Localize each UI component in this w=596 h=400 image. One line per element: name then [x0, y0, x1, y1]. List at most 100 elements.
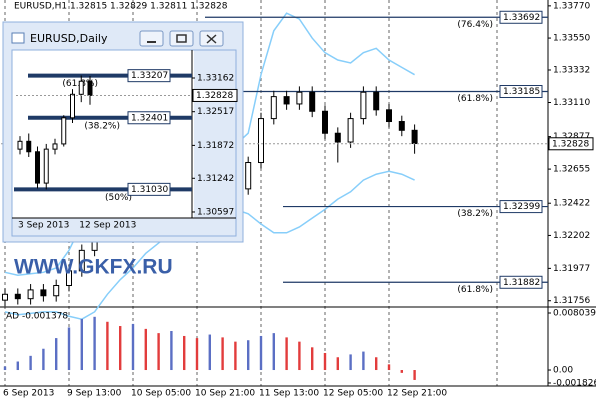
ad-bar — [336, 357, 339, 371]
candle-body — [258, 118, 264, 164]
y-tick-label: 1.33162 — [197, 74, 234, 84]
last-price: 1.32828 — [196, 91, 233, 101]
candle-body — [283, 96, 290, 105]
level-price: 1.31030 — [131, 185, 168, 195]
candle-body — [53, 285, 60, 297]
price-box — [499, 200, 543, 214]
window-inner-border — [11, 49, 237, 237]
candle-body — [270, 96, 277, 120]
ad-bar — [387, 364, 391, 371]
y-tick-label: 1.31872 — [197, 141, 234, 151]
y-tick-label: 0.008039 — [553, 308, 596, 318]
price-box — [127, 111, 171, 125]
candle-body — [26, 140, 32, 153]
candle-body — [373, 91, 380, 111]
y-tick-label: 1.32517 — [197, 107, 234, 117]
fib-label: (38.2%) — [84, 121, 120, 131]
maximize-button[interactable] — [169, 30, 194, 47]
last-price-box — [548, 137, 594, 151]
candle-body — [70, 93, 75, 119]
y-tick-label: 1.32655 — [553, 165, 590, 175]
x-tick-label: 10 Sep 05:00 — [131, 389, 191, 399]
candle-body — [52, 143, 58, 150]
level-price: 1.31882 — [503, 278, 540, 288]
y-tick-label: 1.31756 — [553, 296, 590, 306]
minimize-button[interactable] — [139, 30, 164, 47]
fib-label: (76.4%) — [457, 20, 493, 30]
y-tick-label: 1.33770 — [553, 1, 590, 11]
fib-label: (50%) — [105, 193, 132, 203]
close-icon — [206, 34, 217, 44]
chart-title: EURUSD,H1 1.32815 1.32829 1.32811 1.3282… — [14, 2, 228, 12]
ad-bar — [106, 321, 109, 371]
window-plot: 1.331621.325171.318721.312421.30597(61.8… — [14, 69, 238, 231]
last-price-box — [192, 88, 238, 102]
ad-bar — [42, 348, 45, 371]
ad-bar — [234, 341, 237, 371]
candle-body — [347, 118, 354, 143]
daily-window[interactable]: EURUSD,Daily 1.33162 1.32517 1.31872 1.3124… — [2, 21, 244, 243]
maximize-icon — [176, 34, 187, 43]
y-tick-label: 1.33332 — [553, 65, 590, 75]
ad-bar — [221, 337, 224, 371]
ad-bar — [259, 335, 263, 371]
candle-body — [27, 289, 34, 300]
fib-label: (38.2%) — [457, 209, 493, 219]
y-tick-label: 1.31977 — [553, 264, 590, 274]
ad-bar — [247, 340, 250, 371]
y-tick-label: 1.31242 — [197, 174, 234, 184]
y-tick-label: 1.32422 — [553, 199, 590, 209]
ad-bar — [349, 354, 352, 371]
price-box — [127, 69, 171, 83]
indicator-title: AD -0.001378 — [6, 312, 68, 322]
candle-body — [398, 121, 405, 131]
level-price: 1.32401 — [131, 113, 168, 123]
y-tick-label: 1.32877 — [553, 132, 590, 142]
ad-bar — [16, 361, 19, 371]
x-tick-label: 10 Sep 21:00 — [195, 389, 255, 399]
candle-body — [40, 289, 47, 297]
candle-body — [322, 110, 328, 134]
ad-bar — [131, 323, 135, 371]
candle-body — [78, 80, 84, 95]
candle-body — [43, 148, 49, 184]
ad-bar — [55, 338, 58, 371]
ad-bar — [413, 370, 416, 380]
price-box — [127, 182, 171, 196]
candle-body — [14, 293, 21, 300]
candle-body — [78, 249, 85, 272]
candle-body — [386, 109, 392, 123]
fib-label: (61.8%) — [457, 285, 493, 295]
x-tick-label: 9 Sep 13:00 — [67, 389, 122, 399]
ad-bar — [144, 328, 147, 371]
candle-body — [245, 162, 252, 190]
x-tick-label: 12 Sep 05:00 — [323, 389, 383, 399]
x-tick-label: 3 Sep 2013 — [18, 221, 69, 231]
ad-bar — [298, 341, 301, 371]
ad-bar — [362, 351, 365, 371]
candle-body — [35, 151, 40, 184]
ad-bar — [80, 318, 83, 371]
ad-bar — [183, 335, 186, 371]
ad-plot: 0.008039 0.00 -0.001826 — [3, 308, 596, 388]
price-box — [499, 275, 543, 289]
candle-body — [2, 293, 8, 301]
level-price: 1.32399 — [503, 202, 540, 212]
y-tick-label: 1.33110 — [553, 98, 590, 108]
ad-bar — [93, 316, 96, 371]
window-icon — [11, 32, 25, 44]
candle-body — [87, 80, 93, 96]
window-title: EURUSD,Daily — [30, 32, 108, 45]
x-tick-label: 6 Sep 2013 — [3, 389, 54, 399]
ad-bar — [29, 355, 32, 371]
candle-body — [334, 132, 341, 143]
ad-bar — [311, 347, 314, 371]
watermark: WWW.GKFX.RU — [14, 256, 173, 279]
candle-body — [17, 140, 23, 150]
ad-bar — [157, 333, 160, 371]
price-box — [499, 85, 543, 99]
y-tick-label: 0.00 — [553, 366, 573, 376]
level-price: 1.33692 — [503, 13, 540, 23]
price-box — [499, 10, 543, 24]
ad-bar — [3, 366, 7, 371]
